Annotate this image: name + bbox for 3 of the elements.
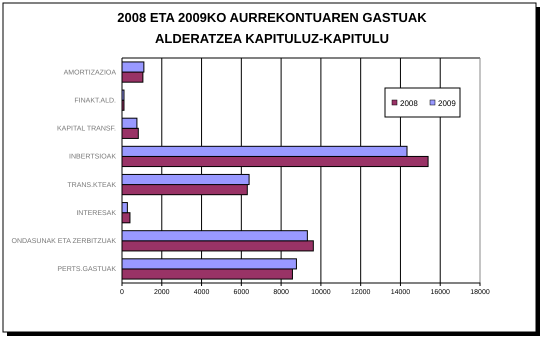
chart-title: 2008 ETA 2009KO AURREKONTUAREN GASTUAK ALDERATZEA KAPITULUZ-KAPITULU — [117, 10, 428, 46]
legend-label: 2009 — [438, 99, 456, 108]
legend-label: 2008 — [400, 99, 418, 108]
